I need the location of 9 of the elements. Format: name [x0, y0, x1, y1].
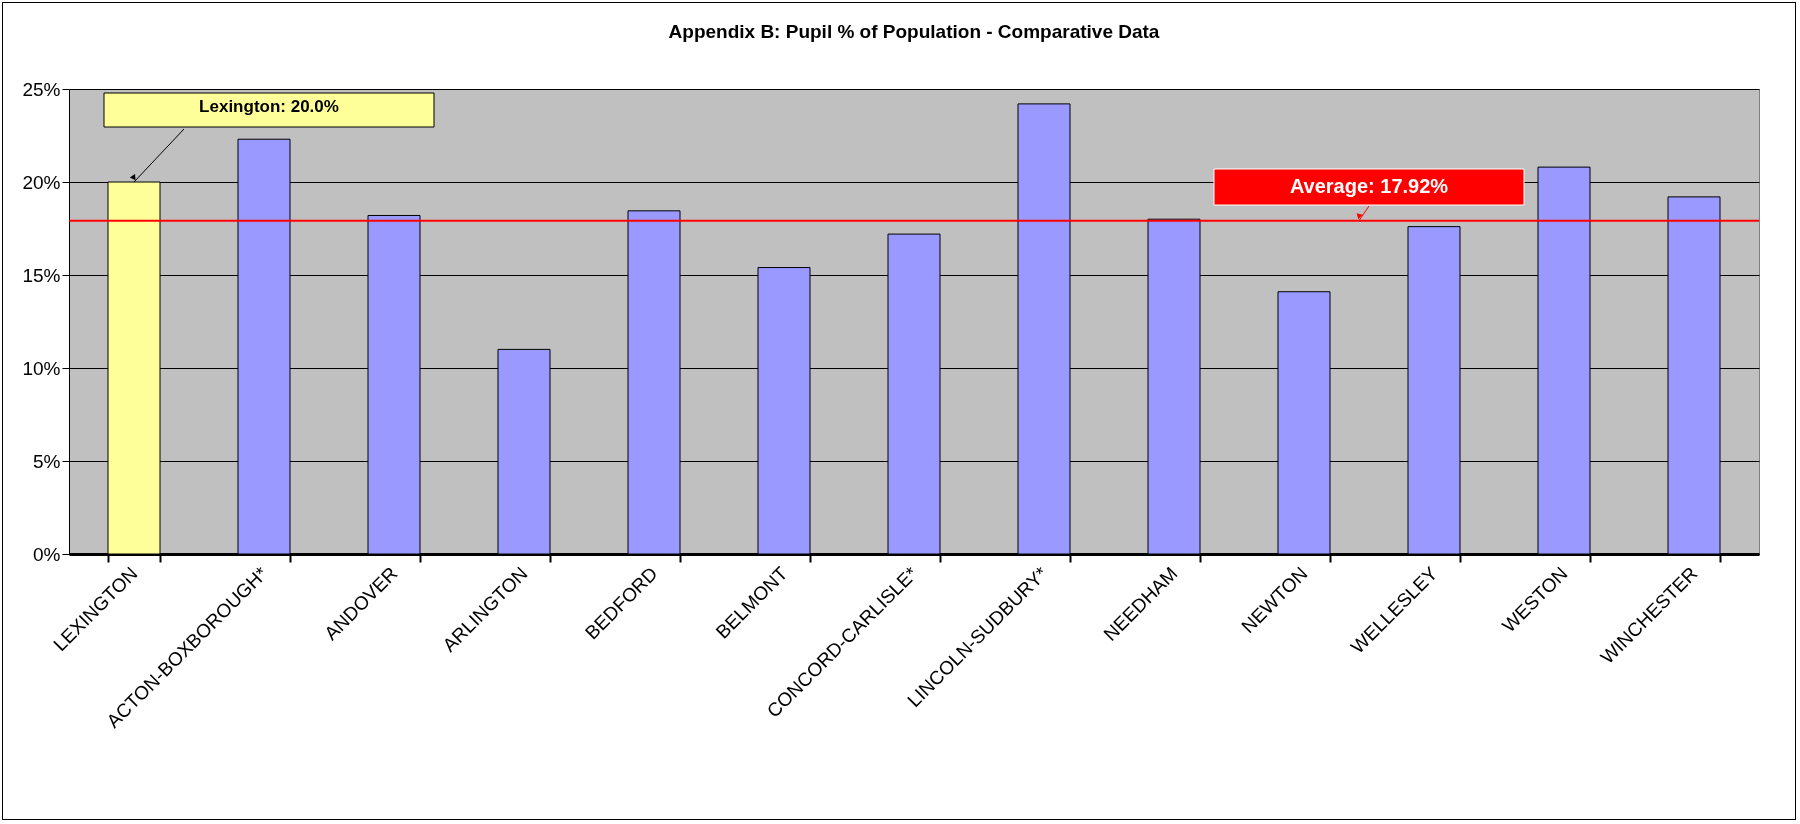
- y-tick-label: 10%: [22, 357, 61, 379]
- y-tick-label: 20%: [22, 171, 61, 193]
- chart-title: Appendix B: Pupil % of Population - Comparative Data: [668, 21, 1160, 42]
- y-tick-label: 0%: [33, 543, 61, 565]
- annotation: Lexington: 20.0%: [199, 97, 339, 116]
- ref-line-label: Average: 17.92%: [1289, 175, 1449, 197]
- y-tick-label: 15%: [22, 264, 61, 286]
- y-tick-label: 5%: [33, 450, 61, 472]
- y-tick-label: 25%: [22, 78, 61, 100]
